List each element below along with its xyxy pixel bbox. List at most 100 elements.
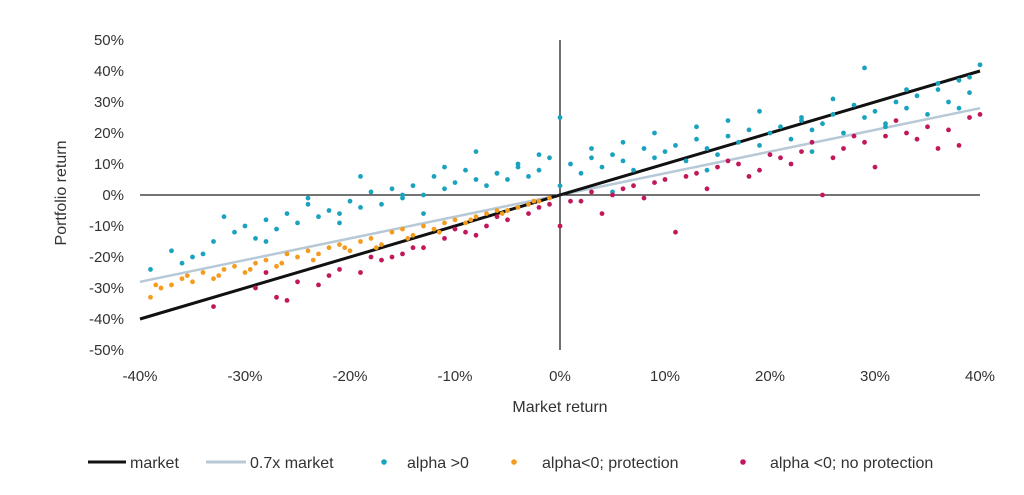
point-alpha-0 bbox=[284, 211, 290, 217]
point-alpha-0-no-protection bbox=[925, 124, 930, 130]
point-alpha-0-no-protection bbox=[620, 186, 626, 192]
y-tick-label: -50% bbox=[89, 342, 124, 359]
point-alpha-0 bbox=[505, 177, 510, 182]
point-alpha-0-protection bbox=[153, 282, 159, 288]
point-alpha-0 bbox=[547, 155, 552, 161]
point-alpha-0-protection bbox=[405, 236, 411, 241]
point-alpha-0 bbox=[337, 211, 342, 217]
point-alpha-0-protection bbox=[389, 229, 395, 235]
point-alpha-0-protection bbox=[184, 273, 190, 278]
point-alpha-0 bbox=[316, 214, 321, 220]
point-alpha-0 bbox=[956, 77, 962, 83]
point-alpha-0 bbox=[641, 146, 647, 151]
point-alpha-0-no-protection bbox=[452, 226, 458, 232]
point-alpha-0 bbox=[473, 149, 479, 155]
point-alpha-0 bbox=[830, 96, 836, 102]
point-alpha-0 bbox=[809, 149, 815, 155]
point-alpha-0-no-protection bbox=[757, 167, 762, 173]
point-alpha-0-no-protection bbox=[505, 217, 510, 223]
point-alpha-0 bbox=[967, 74, 972, 80]
point-alpha-0 bbox=[442, 164, 447, 170]
point-alpha-0 bbox=[673, 143, 678, 148]
point-alpha-0-no-protection bbox=[946, 127, 951, 133]
point-alpha-0-protection bbox=[326, 245, 332, 251]
point-alpha-0-no-protection bbox=[253, 285, 258, 291]
point-alpha-0-no-protection bbox=[673, 229, 678, 235]
point-alpha-0-no-protection bbox=[725, 158, 731, 164]
point-alpha-0-protection bbox=[310, 257, 316, 263]
point-alpha-0-protection bbox=[169, 282, 174, 288]
point-alpha-0-no-protection bbox=[263, 270, 269, 275]
point-alpha-0 bbox=[242, 223, 248, 229]
y-tick-label: 40% bbox=[94, 63, 124, 80]
point-alpha-0-no-protection bbox=[746, 174, 752, 179]
point-alpha-0 bbox=[305, 201, 311, 207]
point-alpha-0-no-protection bbox=[526, 211, 531, 217]
point-alpha-0 bbox=[725, 118, 731, 123]
point-alpha-0-protection bbox=[316, 251, 321, 257]
point-alpha-0 bbox=[704, 146, 710, 151]
point-alpha-0-no-protection bbox=[715, 164, 720, 170]
point-alpha-0-protection bbox=[515, 205, 521, 210]
point-alpha-0 bbox=[809, 127, 815, 133]
point-alpha-0-no-protection bbox=[494, 214, 500, 220]
x-tick-label: 30% bbox=[860, 368, 890, 385]
point-alpha-0-protection bbox=[211, 276, 216, 282]
point-alpha-0 bbox=[935, 81, 941, 86]
point-alpha-0 bbox=[326, 208, 332, 213]
point-alpha-0 bbox=[967, 90, 972, 96]
point-alpha-0-no-protection bbox=[904, 130, 909, 136]
point-alpha-0 bbox=[358, 174, 363, 179]
point-alpha-0-protection bbox=[436, 229, 442, 235]
x-tick-label: 0% bbox=[549, 368, 571, 385]
point-alpha-0-protection bbox=[342, 245, 348, 251]
point-alpha-0 bbox=[788, 136, 794, 142]
point-alpha-0-protection bbox=[274, 263, 279, 269]
point-alpha-0-protection bbox=[295, 254, 300, 260]
point-alpha-0-no-protection bbox=[662, 177, 668, 182]
point-alpha-0 bbox=[862, 115, 867, 120]
point-alpha-0-no-protection bbox=[956, 143, 962, 148]
point-alpha-0-no-protection bbox=[935, 146, 941, 151]
point-alpha-0-no-protection bbox=[326, 273, 332, 278]
point-alpha-0-protection bbox=[158, 285, 164, 291]
point-alpha-0 bbox=[232, 229, 237, 235]
legend-label-alpha-positive: alpha >0 bbox=[407, 455, 469, 472]
point-alpha-0 bbox=[778, 124, 783, 130]
point-alpha-0 bbox=[631, 167, 636, 173]
point-alpha-0 bbox=[704, 167, 710, 173]
point-alpha-0 bbox=[526, 174, 531, 179]
point-alpha-0-no-protection bbox=[788, 161, 794, 167]
y-tick-label: 30% bbox=[94, 94, 124, 111]
y-tick-label: -30% bbox=[89, 280, 124, 297]
point-alpha-0 bbox=[515, 161, 521, 167]
point-alpha-0-no-protection bbox=[211, 304, 216, 309]
point-alpha-0 bbox=[200, 251, 206, 257]
point-alpha-0-protection bbox=[190, 279, 195, 285]
point-alpha-0-no-protection bbox=[683, 174, 689, 179]
point-alpha-0 bbox=[568, 161, 573, 167]
point-alpha-0 bbox=[358, 205, 363, 210]
point-alpha-0-no-protection bbox=[641, 195, 647, 201]
point-alpha-0-protection bbox=[505, 208, 510, 213]
point-alpha-0 bbox=[473, 177, 479, 182]
legend-swatch-alpha-positive bbox=[381, 459, 387, 465]
point-alpha-0 bbox=[820, 121, 825, 127]
point-alpha-0 bbox=[211, 239, 216, 244]
point-alpha-0 bbox=[694, 136, 699, 142]
point-alpha-0-no-protection bbox=[368, 254, 374, 260]
point-alpha-0 bbox=[883, 124, 888, 130]
point-alpha-0-no-protection bbox=[809, 139, 815, 145]
point-alpha-0-protection bbox=[253, 260, 258, 266]
legend-label-0-7x-market: 0.7x market bbox=[250, 455, 334, 472]
point-alpha-0 bbox=[442, 186, 447, 192]
x-tick-label: -40% bbox=[122, 368, 157, 385]
point-alpha-0 bbox=[421, 192, 426, 198]
axes bbox=[140, 40, 980, 350]
scatter-points bbox=[148, 62, 983, 309]
point-alpha-0-no-protection bbox=[410, 245, 416, 251]
point-alpha-0 bbox=[400, 192, 405, 198]
y-tick-label: -40% bbox=[89, 311, 124, 328]
point-alpha-0 bbox=[893, 99, 899, 105]
legend-swatch-alpha-no-protection bbox=[740, 459, 746, 465]
